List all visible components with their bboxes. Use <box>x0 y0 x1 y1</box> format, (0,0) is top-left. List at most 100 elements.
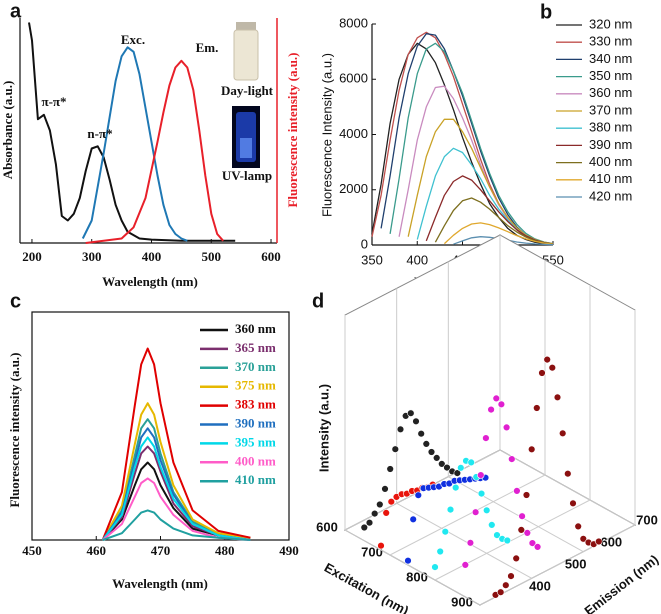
data-line <box>443 222 554 245</box>
data-point <box>574 522 582 531</box>
data-line <box>102 477 251 541</box>
legend-label: 330 nm <box>589 34 632 49</box>
data-point <box>522 491 531 499</box>
data-point <box>512 554 520 563</box>
data-point <box>382 509 390 517</box>
x-tick-label: 900 <box>451 594 473 609</box>
data-line <box>81 46 188 242</box>
x-tick-label: 450 <box>22 543 42 558</box>
legend-label: 320 nm <box>589 16 632 31</box>
x-tick-label: 400 <box>142 249 162 264</box>
x-axis-title: Wavelength (nm) <box>112 576 208 591</box>
data-point <box>513 487 521 495</box>
data-point <box>595 537 603 546</box>
data-point <box>457 464 465 472</box>
data-point <box>446 505 455 514</box>
panel-letter: c <box>10 290 21 312</box>
data-point <box>417 430 425 438</box>
legend-label: 340 nm <box>589 51 632 66</box>
x-axis-title: Wavelength (nm) <box>102 274 198 289</box>
data-point <box>412 417 420 425</box>
y-axis-title: Fluorescence intensity (a.u.) <box>7 352 22 507</box>
data-point <box>517 526 525 534</box>
x-tick-label: 800 <box>406 569 428 584</box>
vial-glow <box>240 138 252 158</box>
grid-line <box>434 499 591 581</box>
panel-letter: b <box>540 1 552 23</box>
grid-line <box>499 449 636 526</box>
data-point <box>533 543 542 551</box>
data-line <box>85 59 224 244</box>
data-point <box>482 434 490 442</box>
legend-label: 400 nm <box>589 154 632 169</box>
data-point <box>502 423 511 432</box>
data-line <box>425 175 554 245</box>
data-line <box>101 436 251 541</box>
data-point <box>508 455 516 463</box>
x-tick-label: 470 <box>151 543 171 558</box>
data-line <box>101 461 251 541</box>
legend-label: 380 nm <box>589 120 632 135</box>
legend-label: 390 nm <box>235 415 276 430</box>
data-point <box>538 369 546 377</box>
z-axis-title: Intensity (a.u.) <box>316 384 331 472</box>
x-tick-label: 200 <box>22 249 42 264</box>
data-point <box>507 572 515 580</box>
y-tick-label: 400 <box>529 578 551 593</box>
legend-label: 360 nm <box>235 321 276 336</box>
vial-cap <box>236 22 256 30</box>
data-point <box>371 509 379 518</box>
x-tick-label: 300 <box>82 249 102 264</box>
data-point <box>527 445 536 453</box>
data-line <box>434 197 554 245</box>
data-point <box>503 536 511 545</box>
data-point <box>553 393 562 401</box>
data-line <box>101 445 251 541</box>
data-point <box>497 588 505 596</box>
data-point <box>523 529 531 537</box>
x-tick-label: 460 <box>87 543 107 558</box>
data-point <box>422 440 430 448</box>
x-tick-label: 490 <box>279 543 299 558</box>
annotation: Day-light <box>221 83 274 98</box>
y-axis-title: Fluorescence Intensity (a.u.) <box>319 53 334 217</box>
data-point <box>431 563 439 571</box>
data-point <box>492 394 500 403</box>
x-tick-label: 350 <box>361 252 383 267</box>
data-point <box>452 483 460 492</box>
legend-label: 390 nm <box>589 137 632 152</box>
data-line <box>101 347 251 541</box>
legend-label: 370 nm <box>589 102 632 117</box>
data-point <box>438 460 446 468</box>
legend-label: 365 nm <box>235 340 276 355</box>
data-point <box>404 556 412 565</box>
legend-label: 360 nm <box>589 85 632 100</box>
grid-line <box>479 524 636 606</box>
data-point <box>548 364 556 372</box>
data-point <box>466 539 475 547</box>
data-point <box>579 535 587 543</box>
data-point <box>386 465 394 473</box>
data-point <box>443 463 451 472</box>
legend-label: 375 nm <box>235 378 276 393</box>
y2-axis-title: Fluorescence intensity (a.u.) <box>285 52 300 207</box>
data-point <box>497 400 506 408</box>
data-point <box>467 458 475 467</box>
vial-uv <box>232 106 260 168</box>
x-tick-label: 600 <box>316 519 338 534</box>
data-point <box>453 469 461 477</box>
data-line <box>101 402 251 541</box>
legend-label: 410 nm <box>235 472 276 487</box>
data-point <box>502 581 510 589</box>
panel-letter: a <box>10 0 22 22</box>
data-point <box>396 425 405 433</box>
vial-daylight <box>233 22 259 81</box>
legend-label: 383 nm <box>235 397 276 412</box>
legend-label: 420 nm <box>589 188 632 203</box>
annotation: UV-lamp <box>222 168 272 183</box>
grid-line <box>448 476 584 553</box>
legend-label: 370 nm <box>235 359 276 374</box>
y-tick-label: 2000 <box>339 181 368 196</box>
y-tick-label: 600 <box>600 534 622 549</box>
